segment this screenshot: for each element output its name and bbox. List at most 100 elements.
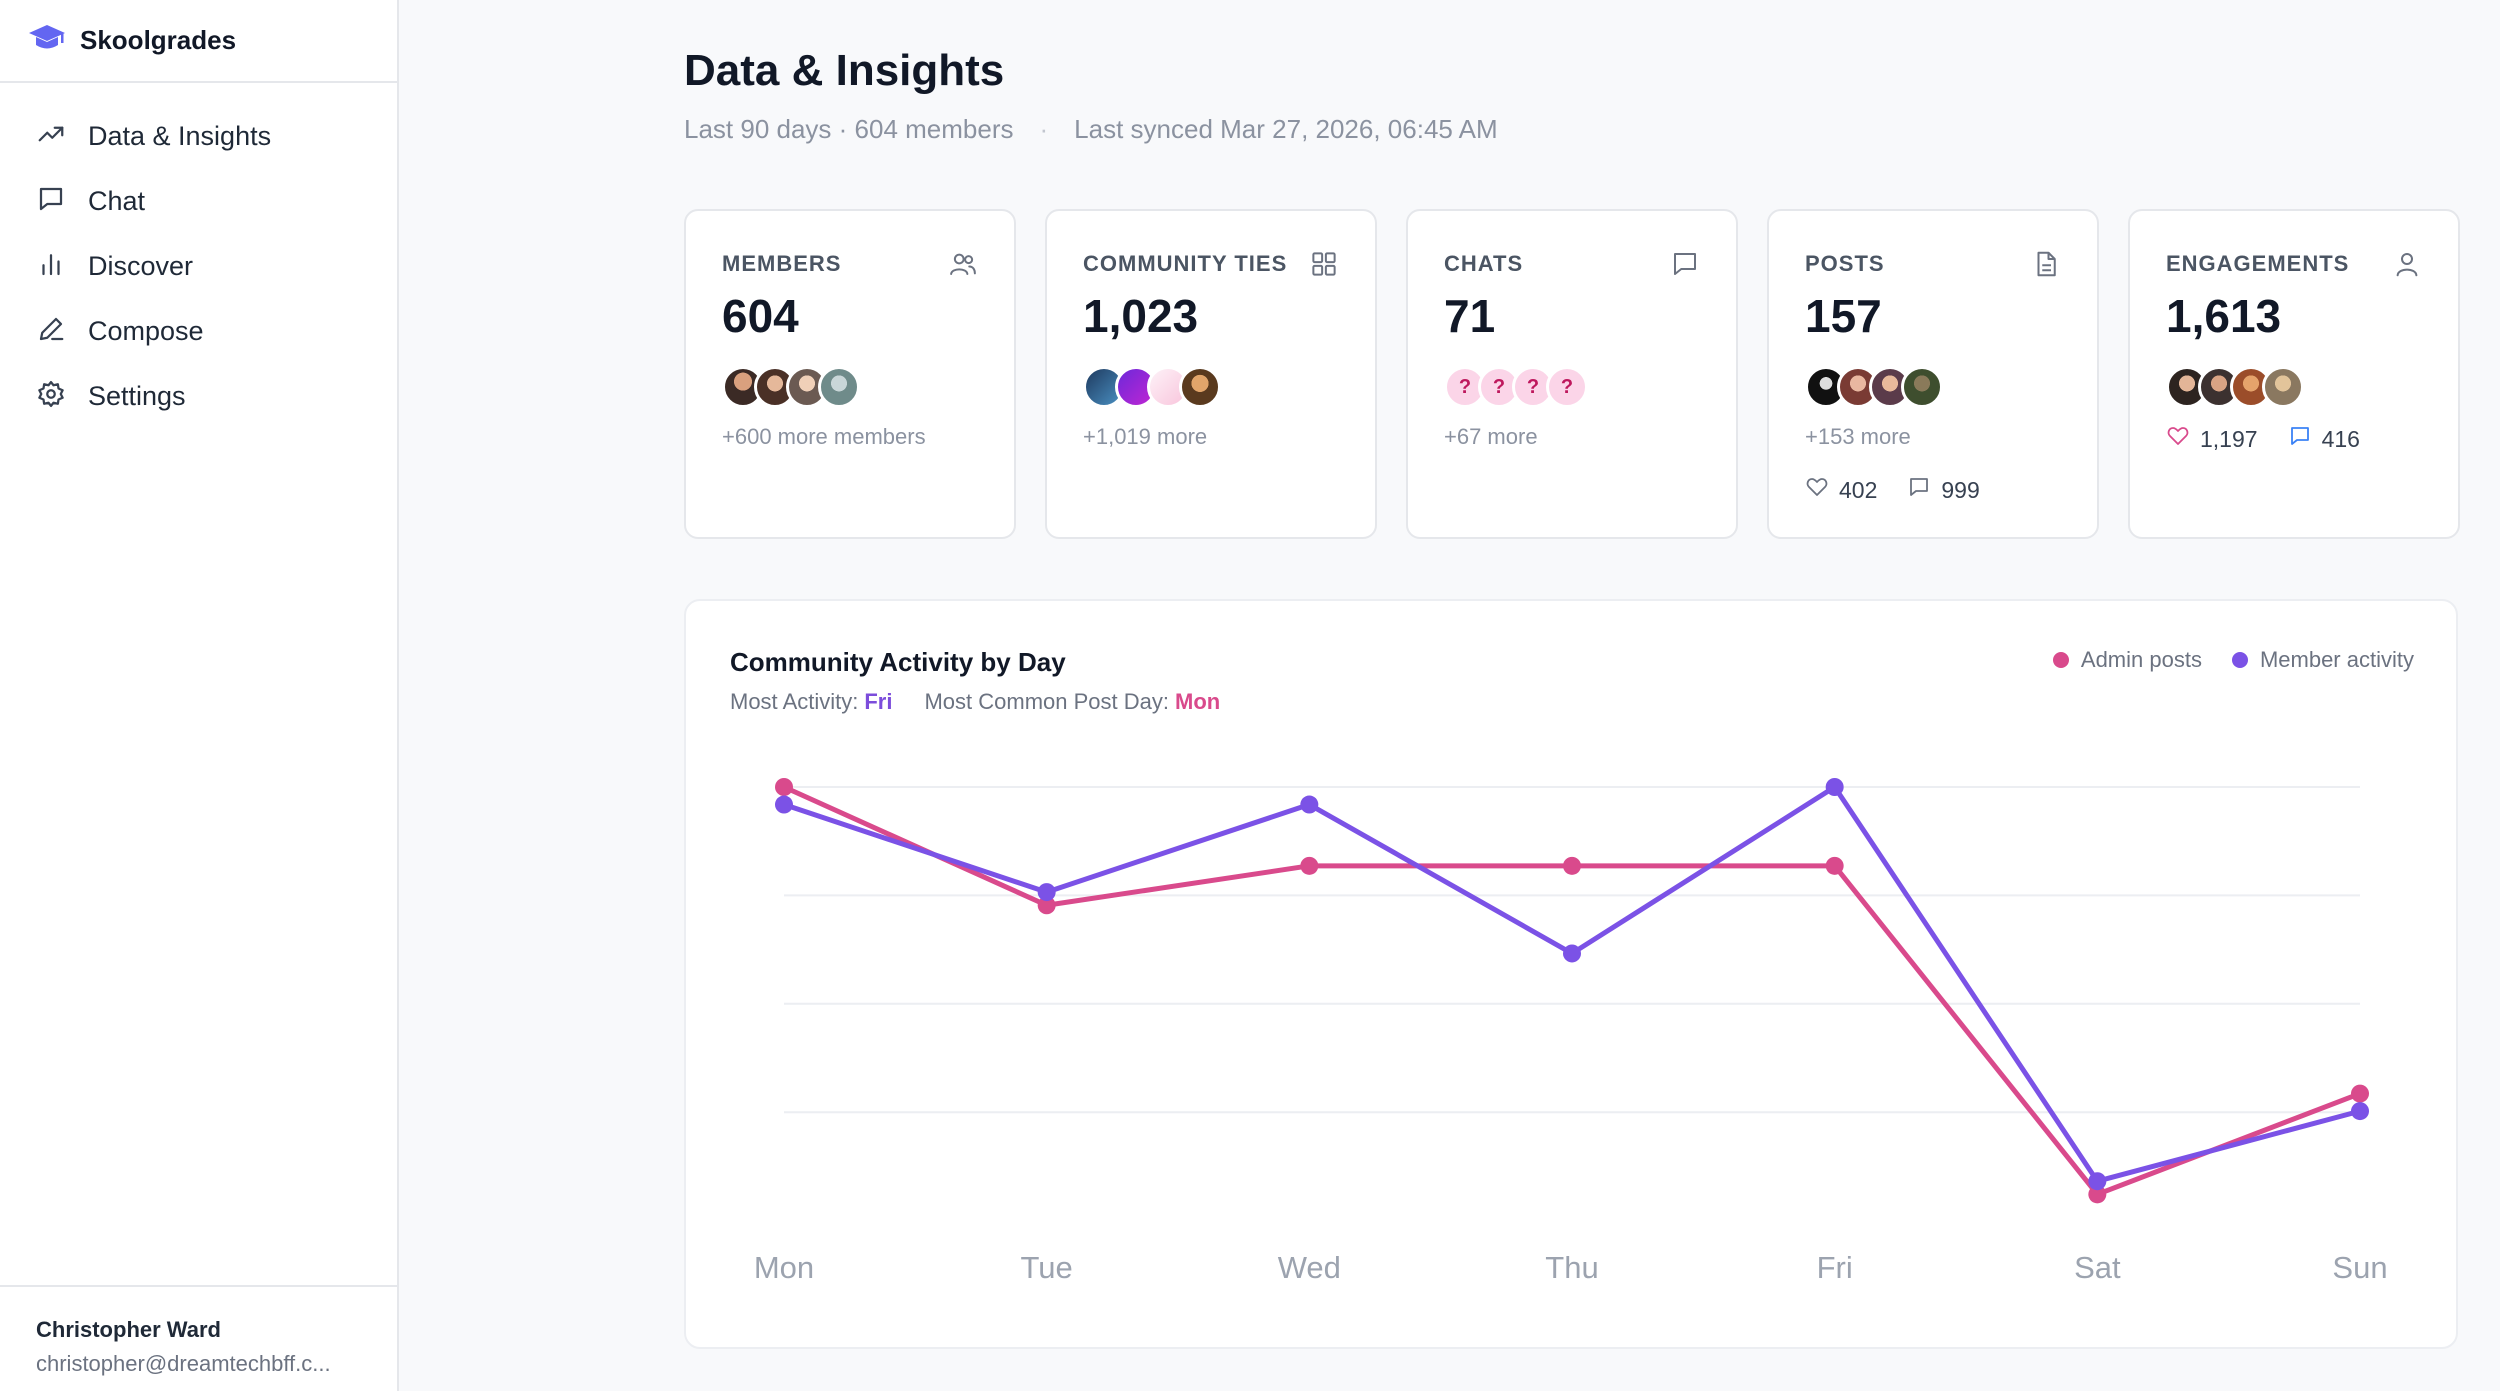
more-count: +1,019 more	[1083, 424, 1208, 449]
card-value: 157	[1805, 290, 1882, 342]
gear-icon	[36, 379, 66, 414]
comments-count: 999	[1941, 476, 1980, 503]
members-card[interactable]: MEMBERS 604 +600 more members	[684, 209, 1016, 539]
avatar[interactable]	[2166, 366, 2208, 408]
data-point-member-thu	[1563, 944, 1581, 963]
user-icon	[2392, 249, 2422, 279]
trending-up-icon	[36, 119, 66, 154]
x-tick-label: Wed	[1278, 1250, 1341, 1285]
sidebar-item-discover[interactable]: Discover	[0, 235, 397, 297]
date-range: Last 90 days · 604 members	[684, 114, 1014, 144]
common-post-label: Most Common Post Day:	[924, 689, 1169, 714]
avatar-stack: ? ? ? ?	[1444, 366, 1588, 408]
chats-card[interactable]: CHATS 71 ? ? ? ? +67 more	[1406, 209, 1738, 539]
more-count: +153 more	[1805, 424, 1911, 449]
legend-item-admin[interactable]: Admin posts	[2052, 647, 2202, 673]
bar-chart-icon	[36, 249, 66, 284]
comment-icon	[1907, 475, 1931, 505]
card-label: CHATS	[1444, 251, 1524, 276]
page-subtitle: Last 90 days · 604 members · Last synced…	[684, 114, 1498, 145]
user-email: christopher@dreamtechbff.c...	[36, 1351, 331, 1376]
avatar[interactable]	[818, 366, 860, 408]
sidebar-item-label: Compose	[88, 315, 204, 346]
data-point-admin-wed	[1300, 856, 1319, 875]
sync-status: Last synced Mar 27, 2026, 06:45 AM	[1074, 114, 1498, 144]
document-icon	[2031, 249, 2061, 279]
page-title: Data & Insights	[684, 46, 1005, 95]
data-point-member-sat	[2088, 1172, 2107, 1191]
heart-icon	[2166, 424, 2190, 454]
card-label: POSTS	[1805, 251, 1885, 276]
avatar[interactable]	[2262, 366, 2304, 408]
series-line-admin-posts	[781, 784, 2363, 1197]
data-point-member-wed	[1300, 795, 1319, 814]
chat-bubble-icon	[1670, 249, 1700, 279]
data-point-admin-sun	[2351, 1084, 2369, 1103]
more-count: +67 more	[1444, 424, 1538, 449]
legend-label: Member activity	[2259, 647, 2414, 672]
card-value: 604	[722, 290, 799, 342]
sidebar-item-label: Settings	[88, 380, 186, 411]
user-account[interactable]: Christopher Ward christopher@dreamtechbf…	[0, 1285, 397, 1391]
likes-count: 1,197	[2200, 425, 2258, 452]
sidebar: Skoolgrades Data & Insights Chat Discove…	[0, 0, 399, 1391]
pen-icon	[36, 314, 66, 349]
sidebar-nav: Data & Insights Chat Discover Compose Se…	[0, 83, 397, 427]
avatar[interactable]	[2198, 366, 2240, 408]
more-count: +600 more members	[722, 424, 926, 449]
sidebar-item-label: Discover	[88, 250, 194, 281]
data-point-admin-fri	[1825, 856, 1844, 875]
avatar-stack	[722, 366, 860, 408]
user-name: Christopher Ward	[36, 1317, 221, 1342]
legend-swatch	[2052, 652, 2069, 668]
sidebar-item-chat[interactable]: Chat	[0, 170, 397, 232]
data-point-admin-tue	[1037, 896, 1056, 915]
card-value: 71	[1444, 290, 1496, 342]
data-point-admin-mon	[775, 778, 793, 796]
sidebar-item-compose[interactable]: Compose	[0, 300, 397, 362]
card-value: 1,023	[1083, 290, 1199, 342]
avatar-stack	[1083, 366, 1221, 408]
avatar-placeholder[interactable]: ?	[1546, 366, 1588, 408]
avatar[interactable]	[1179, 366, 1221, 408]
likes-stat: 402	[1805, 475, 1877, 505]
x-tick-label: Sun	[2332, 1250, 2387, 1285]
card-label: MEMBERS	[722, 251, 842, 276]
engagements-card[interactable]: ENGAGEMENTS 1,613 1,197 416	[2128, 209, 2460, 539]
brand[interactable]: Skoolgrades	[0, 0, 397, 83]
legend-item-member[interactable]: Member activity	[2231, 647, 2414, 673]
card-value: 1,613	[2166, 290, 2282, 342]
post-stats: 402 999	[1805, 475, 1980, 505]
graduation-cap-icon	[28, 23, 66, 58]
sidebar-item-settings[interactable]: Settings	[0, 365, 397, 427]
users-icon	[948, 249, 978, 279]
x-tick-label: Sat	[2074, 1250, 2121, 1285]
data-point-admin-sat	[2088, 1185, 2107, 1204]
avatar-stack	[2166, 366, 2304, 408]
separator-dot: ·	[1039, 114, 1049, 144]
x-tick-label: Mon	[754, 1250, 814, 1285]
chart-legend: Admin posts Member activity	[2052, 647, 2414, 673]
comments-stat: 999	[1907, 475, 1980, 505]
heart-icon	[1805, 475, 1829, 505]
community-ties-card[interactable]: COMMUNITY TIES 1,023 +1,019 more	[1045, 209, 1377, 539]
brand-name: Skoolgrades	[80, 25, 237, 55]
most-activity-label: Most Activity:	[730, 689, 859, 714]
likes-count: 402	[1839, 476, 1878, 503]
data-point-member-mon	[775, 795, 793, 814]
activity-line-chart: Mon Tue Wed Thu Fri Sat Sun	[754, 778, 2388, 1285]
legend-label: Admin posts	[2080, 647, 2202, 672]
comments-count: 416	[2321, 425, 2360, 452]
comments-stat: 416	[2288, 424, 2360, 454]
sidebar-item-label: Data & Insights	[88, 120, 272, 151]
chat-bubble-icon	[36, 184, 66, 219]
engagement-stats: 1,197 416	[2166, 424, 2360, 454]
sidebar-item-data-insights[interactable]: Data & Insights	[0, 105, 397, 167]
x-tick-label: Fri	[1817, 1250, 1853, 1285]
chart-title: Community Activity by Day	[730, 647, 1066, 677]
avatar[interactable]	[1901, 366, 1943, 408]
avatar-placeholder[interactable]: ?	[1444, 366, 1486, 408]
grid-icon	[1309, 249, 1339, 279]
sidebar-item-label: Chat	[88, 185, 146, 216]
posts-card[interactable]: POSTS 157 +153 more 402 999	[1767, 209, 2099, 539]
